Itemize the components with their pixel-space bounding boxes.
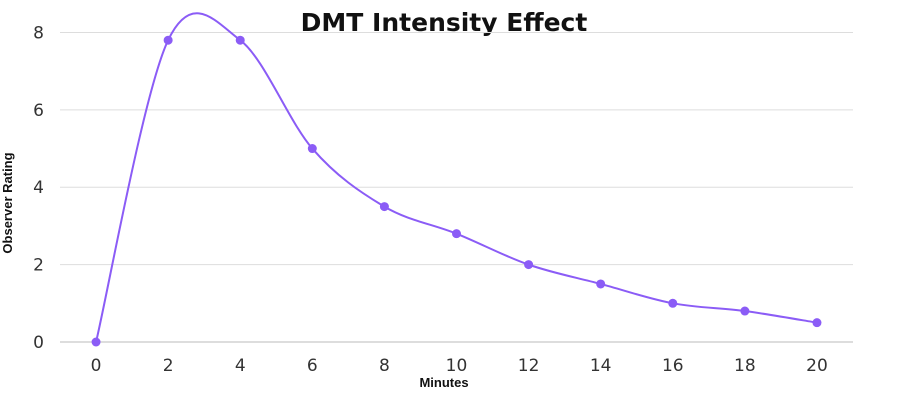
- data-point: [163, 35, 173, 45]
- data-point: [596, 279, 606, 289]
- x-tick-label: 14: [590, 356, 612, 376]
- x-tick-label: 16: [662, 356, 684, 376]
- data-point: [379, 202, 389, 212]
- x-tick-label: 8: [379, 356, 390, 376]
- data-point: [91, 337, 101, 347]
- y-tick-label: 0: [33, 333, 44, 353]
- x-axis: 0 2 4 6 8 10 12 14 16 18 20: [91, 356, 828, 376]
- y-tick-label: 4: [33, 178, 44, 198]
- series-group: [91, 12, 822, 347]
- data-point: [452, 229, 461, 239]
- series-line: [95, 12, 818, 343]
- x-axis-label: Minutes: [419, 375, 468, 390]
- x-tick-label: 4: [235, 356, 246, 376]
- grid-lines: [60, 31, 853, 343]
- data-point: [235, 35, 245, 45]
- x-tick-label: 18: [734, 356, 756, 376]
- data-point: [812, 318, 822, 328]
- x-tick-label: 10: [446, 356, 468, 376]
- y-tick-label: 2: [33, 256, 44, 276]
- y-axis: 0 2 4 6 8: [33, 23, 44, 353]
- x-tick-label: 12: [518, 356, 540, 376]
- x-tick-label: 2: [163, 356, 174, 376]
- y-tick-label: 6: [33, 101, 44, 121]
- data-point: [668, 298, 678, 308]
- x-tick-label: 0: [91, 356, 102, 376]
- x-tick-label: 6: [307, 356, 318, 376]
- data-point: [740, 306, 750, 316]
- data-point: [524, 260, 534, 270]
- y-tick-label: 8: [33, 23, 44, 43]
- x-tick-label: 20: [806, 356, 828, 376]
- data-point: [307, 144, 317, 154]
- y-axis-label: Observer Rating: [0, 152, 15, 253]
